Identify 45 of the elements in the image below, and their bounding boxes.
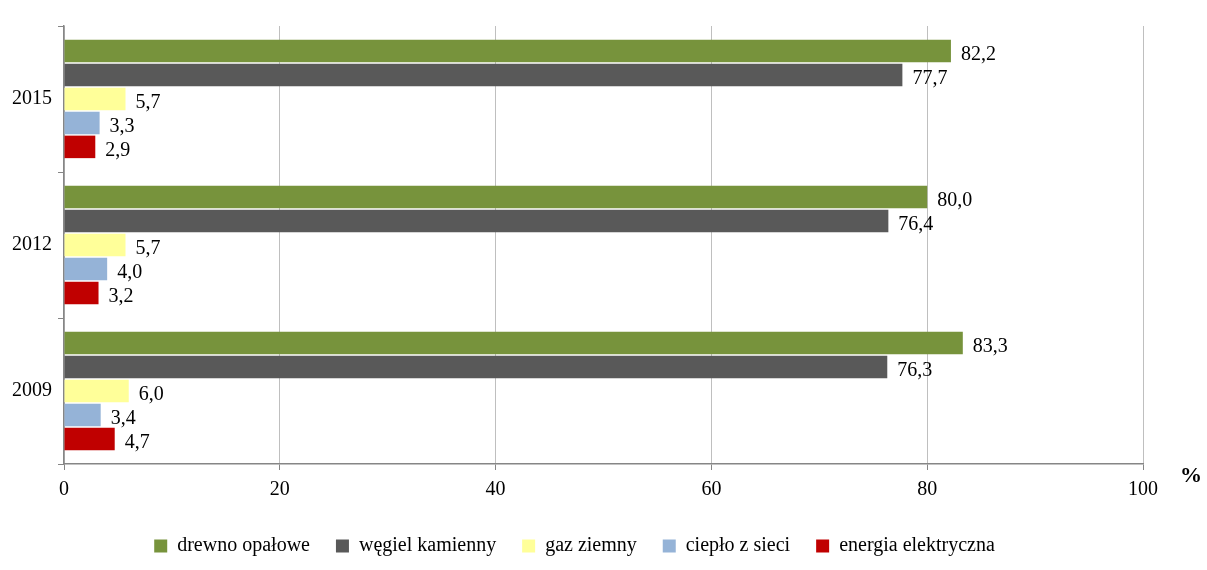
- bar: [64, 39, 951, 63]
- y-tick-label: 2009: [12, 378, 52, 401]
- bar: [64, 135, 96, 159]
- data-label: 83,3: [972, 334, 1008, 357]
- bar: [64, 355, 888, 379]
- bar: [64, 331, 963, 355]
- bar: [64, 281, 99, 305]
- y-tick-label: 2015: [12, 86, 52, 109]
- data-label: 77,7: [912, 66, 948, 89]
- bar: [64, 87, 126, 111]
- bar: [64, 63, 903, 87]
- bar: [64, 185, 928, 209]
- data-label: 3,4: [110, 406, 136, 429]
- data-label: 82,2: [960, 42, 996, 65]
- x-tick-label: 100: [1128, 477, 1158, 500]
- x-axis-title: %: [1180, 461, 1202, 487]
- data-label: 80,0: [937, 188, 973, 211]
- bar: [64, 427, 115, 451]
- legend-label: węgiel kamienny: [358, 533, 497, 557]
- data-label: 5,7: [135, 236, 161, 259]
- data-label: 2,9: [105, 138, 131, 161]
- bar: [64, 257, 108, 281]
- x-tick-label: 40: [485, 477, 506, 500]
- bar: [64, 403, 101, 427]
- data-label: 4,0: [117, 260, 143, 283]
- data-label: 3,3: [109, 114, 135, 137]
- data-label: 5,7: [135, 90, 161, 113]
- data-label: 4,7: [124, 430, 150, 453]
- y-tick-label: 2012: [12, 232, 52, 255]
- legend-label: energia elektryczna: [839, 533, 995, 557]
- bar: [64, 379, 129, 403]
- bar: [64, 209, 889, 233]
- legend-label: gaz ziemny: [545, 533, 637, 557]
- data-label: 76,4: [898, 212, 934, 235]
- x-tick-label: 20: [269, 477, 290, 500]
- legend-label: drewno opałowe: [177, 533, 311, 557]
- data-label: 3,2: [108, 284, 134, 307]
- data-label: 6,0: [138, 382, 164, 405]
- bar: [64, 233, 126, 257]
- legend-label: ciepło z sieci: [685, 533, 791, 557]
- x-tick-label: 0: [59, 477, 69, 500]
- x-tick-label: 80: [917, 477, 938, 500]
- data-label: 76,3: [897, 358, 933, 381]
- x-tick-label: 60: [701, 477, 722, 500]
- bar: [64, 111, 100, 135]
